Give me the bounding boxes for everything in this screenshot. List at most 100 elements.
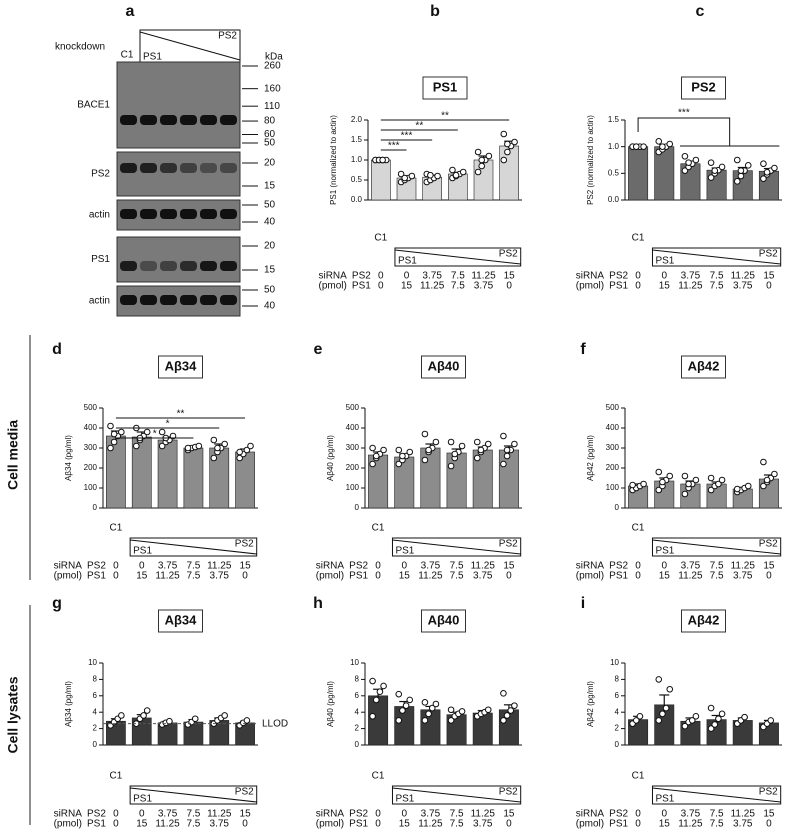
data-point	[666, 472, 674, 480]
data-point	[655, 676, 663, 683]
wedge-label: PS2	[235, 539, 254, 550]
y-tick-label: 0	[615, 740, 620, 749]
design-label: siRNA	[54, 561, 83, 572]
y-tick-label: 300	[346, 443, 360, 452]
ps1-amount: 3.75	[210, 571, 230, 582]
x-tick-label: C1	[374, 233, 387, 244]
blot-band	[120, 209, 137, 219]
ps2-amount: 15	[763, 809, 775, 820]
data-point	[247, 442, 254, 450]
blot-band	[160, 115, 177, 125]
ps2-amount: 0	[635, 561, 641, 572]
ps1-amount: 11.25	[678, 281, 703, 292]
data-point	[478, 156, 486, 164]
data-point	[503, 712, 511, 719]
blot-band	[200, 163, 217, 173]
data-point	[432, 438, 440, 446]
design-label: PS1	[352, 281, 371, 292]
marker-label: 50	[264, 200, 276, 211]
data-point	[169, 432, 177, 440]
design-label: siRNA	[316, 809, 345, 820]
data-point	[369, 444, 376, 452]
data-point	[158, 442, 166, 450]
data-point	[395, 460, 403, 468]
marker-unit: kDa	[265, 52, 283, 63]
data-point	[473, 438, 481, 446]
dose-wedge	[394, 247, 522, 267]
panel-letter: i	[581, 595, 585, 612]
y-tick-label: 1.0	[351, 155, 363, 164]
wedge-label: PS2	[499, 787, 518, 798]
design-label: (pmol)	[318, 281, 346, 292]
data-point	[376, 688, 384, 696]
y-tick-label: 8	[355, 675, 360, 684]
ps2-amount: 11.25	[731, 809, 756, 820]
chart-title: Aβ42	[688, 358, 720, 373]
ps1-amount: 0	[113, 571, 119, 582]
data-point	[421, 717, 429, 724]
x-tick-label: C1	[110, 523, 123, 534]
design-label: (pmol)	[576, 571, 604, 582]
data-point	[737, 167, 745, 174]
ps1-amount: 0	[242, 819, 248, 830]
blot-band	[140, 115, 157, 125]
data-point	[503, 452, 511, 460]
data-point	[500, 432, 507, 440]
data-point	[655, 486, 663, 494]
ps1-amount: 3.75	[733, 571, 753, 582]
ps2-amount: 0	[404, 271, 410, 282]
y-tick-label: 0	[93, 740, 98, 749]
data-point	[184, 444, 192, 452]
dose-wedge	[651, 247, 782, 267]
x-tick-label: C1	[372, 771, 385, 782]
design-label: siRNA	[316, 561, 345, 572]
ps1-amount: 15	[659, 819, 671, 830]
data-point	[369, 460, 376, 468]
ps1-amount: 11.25	[155, 819, 180, 830]
ps2-amount: 0	[661, 561, 667, 572]
blot-band	[220, 163, 237, 173]
blot-label: PS1	[91, 254, 110, 265]
y-tick-label: 0.0	[351, 195, 363, 204]
data-point	[640, 143, 647, 150]
panel-letter: e	[314, 341, 323, 358]
data-point	[666, 140, 674, 148]
y-tick-label: 4	[355, 707, 360, 716]
data-point	[711, 721, 719, 728]
ps2-amount: 15	[504, 271, 516, 282]
wedge-label: PS1	[395, 794, 414, 805]
ps1-amount: 0	[766, 819, 772, 830]
ps1-amount: 0	[635, 281, 641, 292]
ps1-amount: 0	[506, 819, 512, 830]
dose-wedge	[391, 537, 522, 557]
ps2-amount: 11.25	[471, 561, 496, 572]
data-point	[707, 725, 715, 732]
ps1-amount: 0	[506, 281, 512, 292]
ps2-amount: 7.5	[710, 809, 724, 820]
data-point	[484, 440, 492, 448]
data-point	[711, 167, 719, 174]
design-label: PS2	[352, 271, 371, 282]
ps1-amount: 15	[136, 819, 148, 830]
ps1-amount: 3.75	[210, 819, 230, 830]
data-point	[143, 428, 151, 436]
data-point	[474, 148, 482, 156]
blot-band	[120, 115, 137, 125]
y-tick-label: 0	[615, 503, 620, 512]
data-point	[434, 172, 441, 180]
data-point	[402, 702, 410, 709]
data-point	[447, 706, 455, 714]
ps1-amount: 15	[401, 281, 413, 292]
data-point	[210, 436, 218, 444]
data-point	[500, 156, 508, 164]
ps1-amount: 0	[242, 571, 248, 582]
wedge-label: PS2	[218, 31, 237, 42]
y-tick-label: 4	[615, 707, 620, 716]
y-tick-label: 400	[346, 423, 360, 432]
data-point	[681, 152, 689, 160]
y-tick-label: 1.0	[608, 142, 620, 151]
blot-label: actin	[89, 210, 110, 221]
ps2-amount: 7.5	[450, 809, 464, 820]
ps1-amount: 11.25	[678, 571, 703, 582]
data-point	[707, 486, 715, 494]
